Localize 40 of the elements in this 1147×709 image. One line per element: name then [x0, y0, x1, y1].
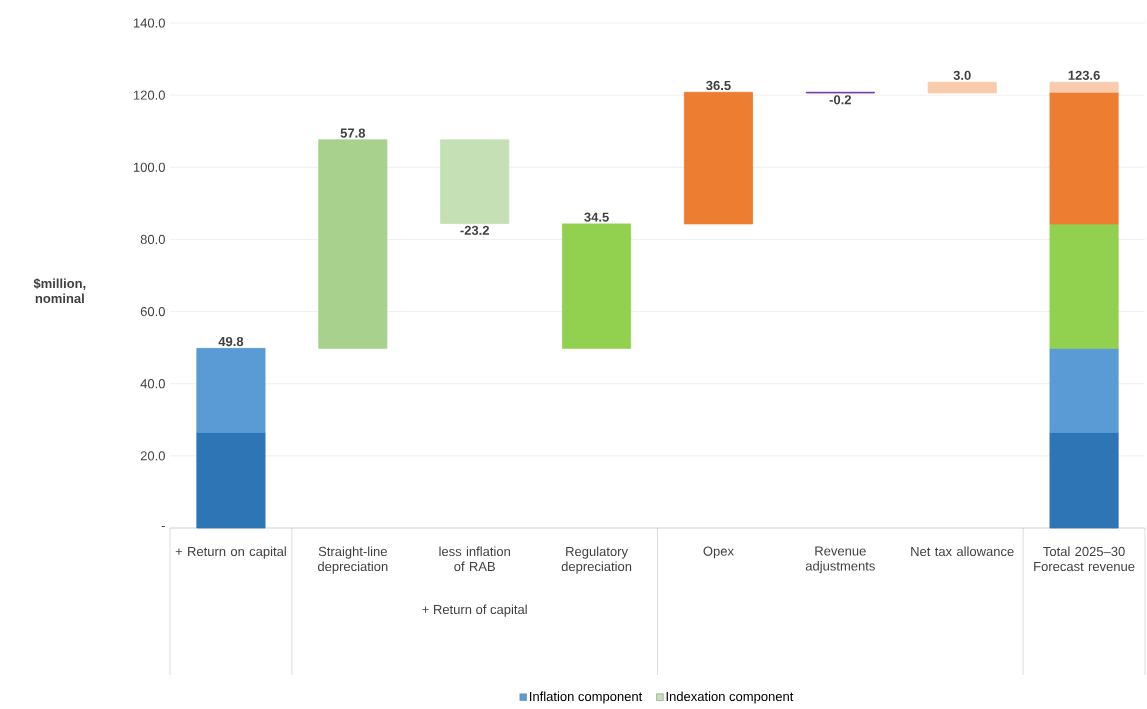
total-label: 123.6: [1068, 70, 1100, 80]
bar: [196, 432, 266, 529]
bar: [683, 91, 753, 225]
data-label: 36.5: [706, 80, 731, 91]
bar: [1049, 223, 1119, 349]
legend-label: Inflation component: [530, 691, 643, 704]
x-tick-label: Regulatory depreciation: [561, 546, 632, 574]
text: + Return of capital: [422, 604, 527, 617]
total-label: 49.8: [218, 336, 244, 347]
bar: [927, 81, 997, 94]
data-label: -0.2: [829, 95, 851, 105]
bar: [562, 223, 632, 349]
x-tick-label: Straight-line depreciation: [317, 546, 388, 574]
y-axis-title: $million, nominal: [33, 278, 86, 304]
x-tick-label: Total 2025–30 Forecast revenue: [1034, 546, 1135, 572]
x-tick-label: less inflation of RAB: [439, 546, 510, 572]
bar: [196, 347, 266, 433]
bar: [1049, 347, 1119, 433]
bar: [318, 139, 388, 349]
x-tick-label: Net tax allowance: [911, 546, 1014, 557]
x-tick-label: + Return on capital: [175, 546, 286, 559]
bar: [1049, 432, 1119, 529]
bar: [1049, 91, 1119, 225]
x-tick-label: Revenue adjustments: [805, 546, 875, 574]
y-tick-label: -: [161, 526, 165, 528]
data-label: -23.2: [460, 225, 489, 235]
legend-label: Indexation component: [666, 691, 794, 704]
y-tick-label: 60.0: [140, 306, 165, 317]
y-tick-label: 100.0: [133, 162, 165, 172]
bar: [440, 139, 510, 224]
y-tick-label: 40.0: [140, 379, 165, 389]
x-tick-label: Opex: [703, 546, 734, 559]
bar: [1049, 81, 1119, 93]
y-tick-label: 80.0: [140, 234, 165, 245]
y-tick-label: 20.0: [140, 451, 165, 461]
data-label: 34.5: [584, 212, 609, 222]
data-label: 3.0: [953, 70, 971, 80]
y-tick-label: 140.0: [133, 18, 165, 28]
y-tick-label: 120.0: [133, 90, 165, 100]
data-label: 57.8: [340, 128, 366, 138]
